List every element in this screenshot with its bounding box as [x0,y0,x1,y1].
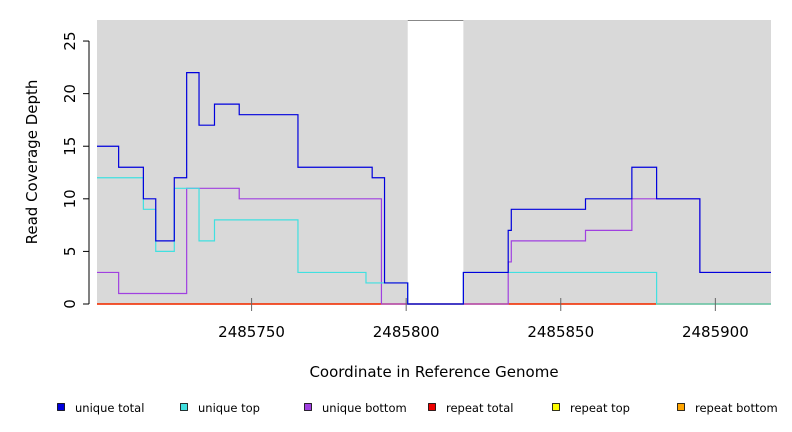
legend-label: unique bottom [322,401,407,415]
legend-label: repeat total [446,401,513,415]
legend-label: repeat bottom [695,401,778,415]
y-axis: 0 5 10 15 20 25 [61,31,90,309]
y-tick-label: 25 [61,31,79,50]
legend-swatch [304,403,312,411]
x-tick-label: 2485900 [682,323,749,341]
gap-region [407,20,464,304]
y-tick-label: 0 [61,299,79,309]
y-tick-label: 10 [61,189,79,208]
x-tick-label: 2485750 [218,323,285,341]
legend-swatch [180,403,188,411]
series-line-unique-total [97,71,771,305]
series-line-unique-bottom [97,187,771,305]
series-layer [97,71,771,305]
x-tick-label: 2485800 [373,323,440,341]
legend-swatch [57,403,65,411]
y-axis-label: Read Coverage Depth [23,80,41,245]
legend-label: unique top [198,401,260,415]
y-tick-label: 20 [61,84,79,103]
legend-label: unique total [75,401,144,415]
y-tick-label: 15 [61,137,79,156]
x-axis: 2485750 2485800 2485850 2485900 [218,298,749,341]
legend-label: repeat top [570,401,630,415]
legend-swatch [428,403,436,411]
legend-swatch [552,403,560,411]
x-tick-label: 2485850 [527,323,594,341]
x-axis-label: Coordinate in Reference Genome [309,363,558,381]
legend: unique total unique top unique bottom repea… [57,401,778,415]
y-tick-label: 5 [61,247,79,257]
legend-swatch [677,403,685,411]
